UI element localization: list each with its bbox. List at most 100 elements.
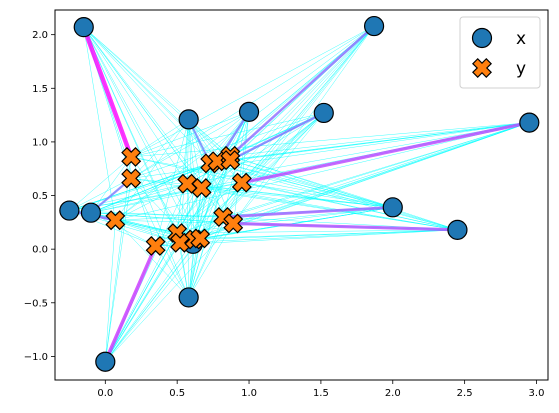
connection-line	[83, 27, 181, 243]
strong-connection-line	[229, 111, 325, 162]
connection-line	[194, 112, 324, 240]
connection-line	[176, 25, 375, 234]
connection-line	[230, 122, 530, 157]
connection-line	[188, 119, 202, 189]
connection-line	[210, 25, 375, 164]
y-tick-label: 0.5	[32, 191, 48, 202]
connection-line	[187, 122, 530, 184]
connection-line	[155, 25, 375, 247]
connection-line	[105, 223, 234, 362]
connection-line	[188, 182, 243, 298]
connection-line	[130, 156, 189, 298]
legend-marker-x	[471, 27, 493, 49]
point-y	[190, 228, 211, 249]
point-y	[220, 150, 241, 171]
connection-line	[230, 159, 458, 231]
connection-line	[192, 160, 231, 244]
point-y	[121, 146, 142, 167]
point-y	[231, 172, 252, 193]
connection-line	[105, 163, 211, 362]
connection-line	[131, 25, 375, 158]
connection-line	[179, 111, 250, 243]
x-tick-label: 2.5	[457, 388, 473, 399]
point-y	[121, 168, 142, 189]
point-y	[223, 213, 244, 234]
connection-line	[83, 26, 218, 162]
strong-connection-line	[221, 205, 395, 219]
point-y	[170, 232, 191, 253]
connection-line	[131, 111, 250, 179]
connection-line	[131, 122, 530, 158]
connection-line	[233, 122, 530, 224]
connection-line	[131, 25, 375, 179]
y-tick-label: −0.5	[24, 298, 48, 309]
connection-line	[83, 26, 231, 161]
connection-line	[105, 178, 132, 362]
connection-line	[131, 119, 189, 158]
connection-line	[69, 156, 132, 211]
x-tick-label: 0.5	[169, 388, 185, 399]
legend-label-x: x	[516, 29, 526, 49]
point-y	[145, 235, 166, 256]
connection-line	[230, 155, 458, 231]
strong-connection-line	[240, 120, 531, 185]
strong-connection-line	[103, 244, 158, 364]
connection-line	[230, 122, 530, 161]
axis-ticks: 0.0 0.5 1.0 1.5 2.0 2.5 3.0 −1.0 −0.5 0.0 0.5 1.0 1.…	[24, 30, 545, 399]
point-y	[105, 210, 126, 231]
point-x	[178, 287, 199, 308]
connection-line	[69, 178, 132, 211]
connection-line	[131, 112, 324, 158]
connection-line	[200, 122, 530, 239]
connection-line	[90, 183, 188, 213]
point-x	[178, 109, 199, 130]
point-x	[313, 102, 334, 124]
strong-connection-line	[229, 24, 376, 158]
connection-line	[187, 183, 458, 231]
connection-line	[105, 220, 116, 362]
connection-line	[188, 223, 234, 298]
legend-box	[459, 16, 541, 89]
connection-line	[217, 160, 393, 208]
y-tick-label: −1.0	[24, 352, 48, 363]
connection-line	[83, 27, 201, 239]
point-x	[238, 101, 260, 122]
axes-frame	[54, 9, 549, 381]
connection-line	[177, 229, 458, 234]
connection-line	[105, 160, 231, 362]
connection-line	[83, 27, 188, 184]
y-tick-label: 2.0	[32, 30, 48, 41]
connection-line	[230, 159, 393, 208]
y-tick-label: 1.0	[32, 137, 48, 148]
connection-line	[223, 122, 530, 218]
x-tick-label: 3.0	[529, 388, 545, 399]
legend: x y	[459, 16, 541, 89]
connection-line	[222, 112, 324, 218]
x-tick-label: 1.5	[313, 388, 329, 399]
connection-line	[210, 163, 458, 231]
connection-lines	[68, 24, 531, 364]
y-tick-label: 0.0	[32, 245, 48, 256]
connection-line	[115, 122, 530, 221]
connection-line	[105, 239, 195, 362]
legend-marker-y	[472, 58, 492, 78]
y-tick-label: 1.5	[32, 84, 48, 95]
connection-line	[233, 25, 375, 224]
point-x	[59, 200, 80, 221]
connection-line	[200, 229, 458, 239]
point-x	[73, 17, 94, 38]
connection-line	[105, 156, 132, 362]
connection-line	[131, 156, 393, 208]
connection-line	[188, 160, 231, 298]
x-tick-label: 2.0	[385, 388, 401, 399]
connection-line	[188, 216, 224, 298]
connection-line	[130, 119, 189, 179]
connection-line	[83, 27, 195, 240]
data-points	[59, 15, 540, 372]
connection-line	[105, 155, 231, 362]
connection-line	[217, 160, 458, 231]
point-x	[519, 112, 540, 133]
point-x	[80, 202, 102, 223]
x-tick-label: 1.0	[241, 388, 257, 399]
